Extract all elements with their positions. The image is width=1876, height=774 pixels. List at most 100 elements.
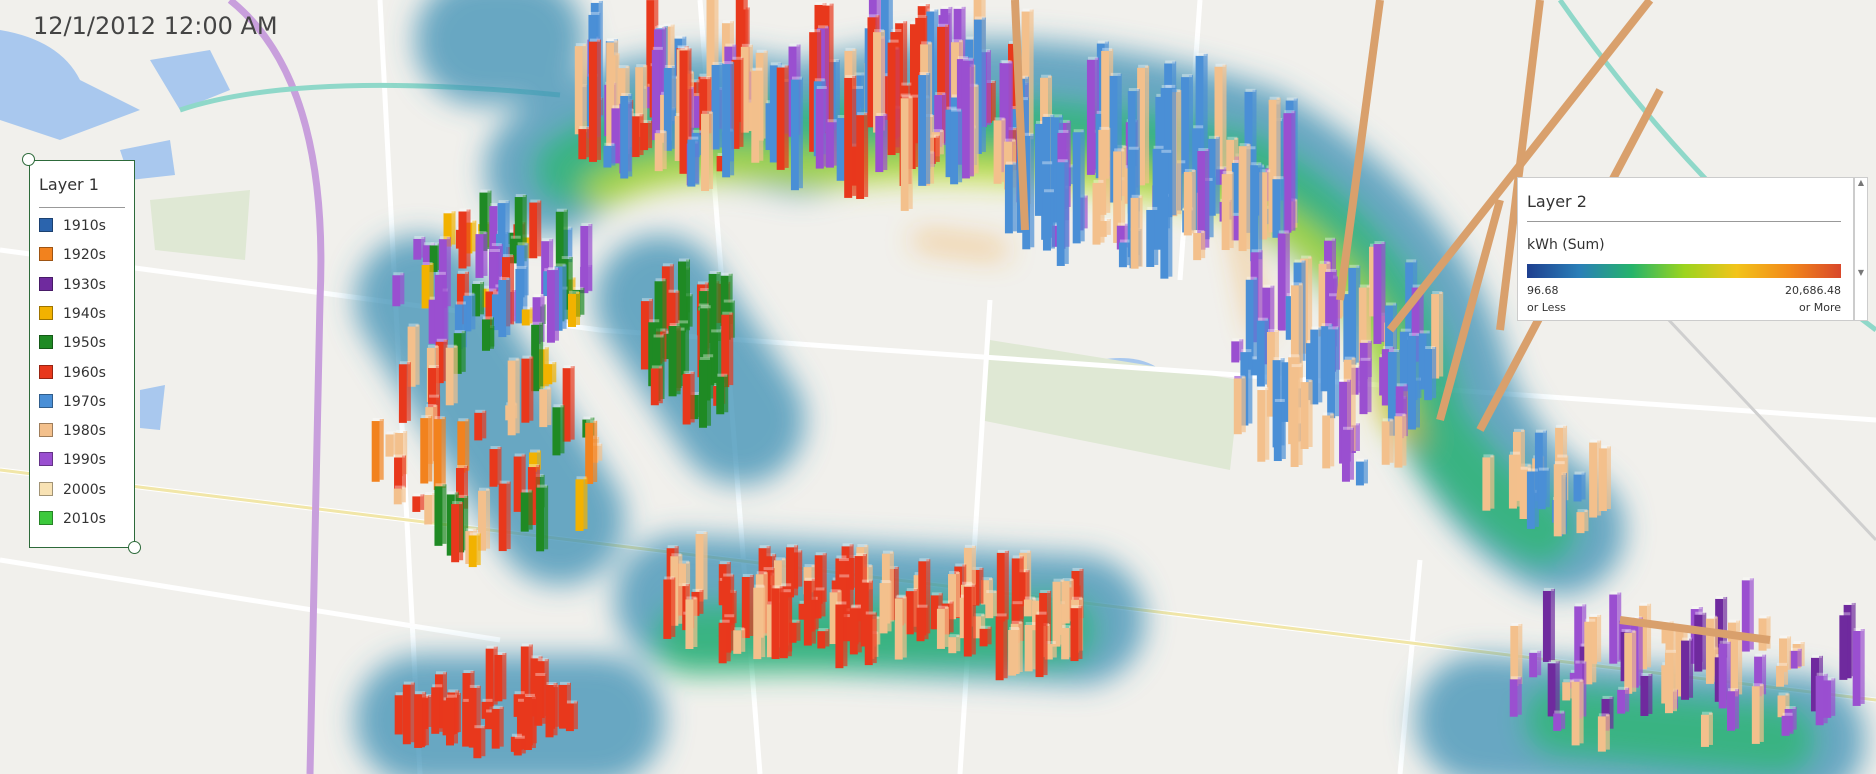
building-bar [1000, 60, 1011, 64]
building-bar [733, 630, 742, 654]
building-bar [1051, 225, 1060, 247]
building-bar [993, 120, 1002, 184]
building-bar [677, 45, 688, 49]
building-bar [1534, 432, 1543, 502]
building-bar [1726, 691, 1735, 731]
building-bar [403, 681, 414, 685]
layer1-legend: Layer 1 1910s 1920s 1930s 1940s 1950s 1960s 19… [29, 160, 135, 548]
legend-label: 1930s [63, 276, 106, 293]
building-bar [861, 579, 872, 583]
building-bar [1161, 85, 1172, 89]
building-bar [1012, 162, 1017, 232]
legend-item: 1930s [39, 276, 106, 294]
building-bar [371, 421, 380, 482]
building-bar [1062, 578, 1073, 582]
building-bar [498, 200, 509, 204]
building-bar [761, 585, 766, 658]
building-bar [636, 64, 647, 68]
building-bar [919, 72, 930, 76]
building-bar [678, 320, 689, 324]
building-bar [1274, 398, 1285, 402]
building-bar [654, 281, 663, 336]
building-bar [712, 61, 723, 65]
scrollbar[interactable]: ▲ ▼ [1854, 177, 1868, 321]
building-bar [547, 387, 552, 426]
building-bar [804, 577, 815, 581]
building-bar [1561, 462, 1566, 535]
legend-swatch [39, 393, 53, 408]
building-bar [1766, 616, 1771, 649]
building-bar [1597, 440, 1602, 516]
building-bar [1062, 625, 1073, 629]
building-bar [1319, 260, 1330, 264]
building-bar [1789, 650, 1798, 669]
building-bar [1273, 401, 1282, 462]
building-bar [478, 490, 487, 551]
building-bar [903, 21, 908, 105]
building-bar [1310, 329, 1319, 405]
building-bar [539, 389, 548, 428]
building-bar [887, 581, 892, 632]
building-bar [963, 586, 972, 657]
building-bar [982, 577, 993, 581]
building-bar [463, 295, 472, 332]
building-bar [668, 289, 679, 293]
building-bar [589, 38, 600, 42]
building-bar [558, 684, 567, 729]
building-bar [372, 418, 383, 422]
building-bar [1294, 259, 1305, 263]
building-bar [741, 576, 750, 638]
building-bar [741, 628, 746, 652]
building-bar [1203, 53, 1208, 189]
building-bar [1572, 678, 1583, 682]
building-bar [476, 533, 481, 566]
building-bar [1147, 206, 1158, 210]
building-bar [508, 357, 519, 361]
building-bar [424, 494, 433, 525]
building-bar [1394, 416, 1403, 468]
building-bar [1395, 386, 1404, 439]
building-bar [403, 431, 408, 475]
building-bar [711, 329, 722, 333]
building-bar [668, 325, 677, 397]
building-bar [1482, 457, 1491, 511]
building-bar [679, 50, 688, 174]
legend-swatch [39, 364, 53, 379]
building-bar [648, 120, 653, 149]
building-bar [425, 491, 436, 495]
building-bar [1625, 687, 1630, 712]
building-bar [1263, 284, 1274, 288]
building-bar [635, 67, 644, 137]
building-bar [1831, 678, 1836, 716]
building-bar [1579, 679, 1584, 744]
building-bar [1291, 282, 1302, 286]
building-bar [1605, 714, 1610, 750]
legend-item: 2010s [39, 510, 106, 528]
building-bar [1382, 346, 1393, 350]
building-bar [555, 211, 564, 280]
resize-handle[interactable] [128, 541, 141, 554]
building-bar [435, 671, 446, 675]
building-bar [700, 305, 711, 309]
building-bar [1640, 602, 1651, 606]
building-bar [1099, 126, 1110, 130]
building-bar [566, 700, 577, 704]
building-bar [987, 626, 992, 645]
building-bar [443, 339, 448, 382]
building-bar [1208, 135, 1219, 139]
building-bar [515, 358, 520, 434]
building-bar [962, 581, 973, 585]
building-bar [1059, 119, 1070, 123]
building-bar [1042, 192, 1051, 251]
building-bar [400, 273, 405, 305]
building-bar [787, 544, 798, 548]
building-bar [1340, 378, 1351, 382]
building-bar [1520, 466, 1531, 470]
building-bar [823, 86, 828, 167]
building-bar [493, 646, 498, 705]
building-bar [691, 391, 702, 395]
resize-handle[interactable] [22, 153, 35, 166]
building-bar [1245, 279, 1254, 370]
building-bar [1318, 263, 1327, 337]
building-bar [1239, 339, 1244, 361]
